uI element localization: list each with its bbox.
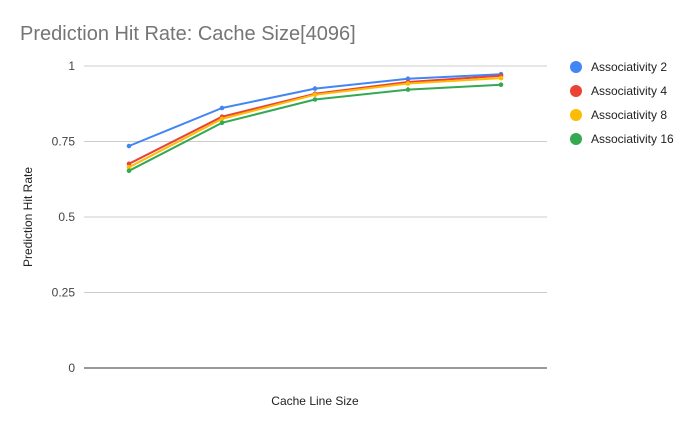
- data-point: [126, 161, 132, 167]
- data-point: [498, 75, 504, 81]
- legend-marker: [570, 61, 582, 73]
- data-point: [405, 76, 411, 81]
- gridlines: [84, 65, 547, 369]
- chart-title: Prediction Hit Rate: Cache Size[4096]: [20, 23, 356, 45]
- data-point: [498, 82, 504, 87]
- y-tick-label: 0.5: [58, 210, 75, 224]
- y-tick-label: 0.75: [52, 135, 76, 149]
- y-axis-ticks: 0 0.25 0.5 0.75 1: [52, 59, 76, 375]
- data-point: [219, 120, 225, 126]
- data-point: [312, 97, 318, 102]
- y-tick-label: 0: [68, 361, 75, 375]
- y-tick-label: 0.25: [52, 286, 76, 300]
- legend-label: Associativity 2: [591, 60, 667, 74]
- y-axis-label: Prediction Hit Rate: [21, 167, 35, 267]
- legend-label: Associativity 16: [591, 132, 674, 146]
- data-point: [312, 92, 318, 97]
- data-point: [219, 116, 225, 122]
- data-points: [126, 71, 504, 174]
- legend-label: Associativity 8: [591, 108, 667, 122]
- data-point: [126, 168, 132, 174]
- legend-marker: [570, 85, 582, 97]
- data-point: [312, 86, 318, 91]
- data-point: [405, 87, 411, 92]
- legend-marker: [570, 133, 582, 145]
- data-point: [126, 143, 132, 149]
- x-axis-label: Cache Line Size: [271, 394, 359, 408]
- data-point: [219, 105, 225, 111]
- data-point: [405, 81, 411, 86]
- y-tick-label: 1: [68, 59, 75, 73]
- data-point: [126, 164, 132, 170]
- legend-marker: [570, 109, 582, 121]
- legend: Associativity 2 Associativity 4 Associativ…: [570, 60, 674, 146]
- legend-label: Associativity 4: [591, 84, 667, 98]
